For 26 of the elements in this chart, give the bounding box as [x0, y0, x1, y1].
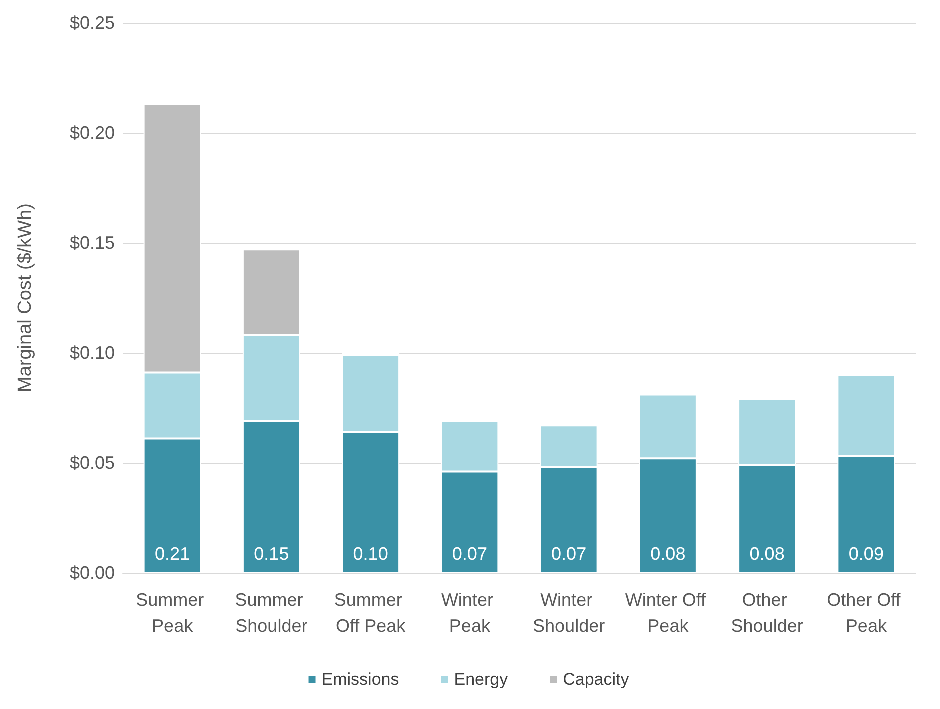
x-tick-label: Winter Shoulder — [533, 590, 606, 636]
y-tick-label: $0.20 — [70, 123, 115, 143]
y-tick-label: $0.00 — [70, 563, 115, 583]
y-tick-label: $0.15 — [70, 233, 115, 253]
y-tick-label: $0.10 — [70, 343, 115, 363]
legend-label: Emissions — [322, 670, 400, 689]
legend-label: Energy — [454, 670, 509, 689]
x-tick-label: Summer Off Peak — [334, 590, 408, 636]
y-axis-title: Marginal Cost ($/kWh) — [15, 204, 36, 392]
total-label: 0.10 — [353, 544, 388, 564]
x-tick-label: Winter Peak — [441, 590, 498, 636]
x-tick-label: Other Off Peak — [827, 590, 906, 636]
y-tick-label: $0.05 — [70, 453, 115, 473]
total-label: 0.07 — [552, 544, 587, 564]
x-tick-label: Other Shoulder — [731, 590, 804, 636]
total-label: 0.21 — [155, 544, 190, 564]
x-tick-label: Summer Peak — [136, 590, 210, 636]
total-label: 0.08 — [750, 544, 785, 564]
total-label: 0.08 — [650, 544, 686, 564]
y-tick-label: $0.25 — [70, 13, 115, 33]
total-label: 0.09 — [848, 544, 884, 564]
legend-label: Capacity — [563, 670, 630, 689]
x-tick-label: Winter Off Peak — [625, 590, 712, 636]
total-label: 0.15 — [254, 544, 290, 564]
x-tick-label: Summer Shoulder — [235, 590, 308, 636]
total-label: 0.07 — [452, 544, 488, 564]
